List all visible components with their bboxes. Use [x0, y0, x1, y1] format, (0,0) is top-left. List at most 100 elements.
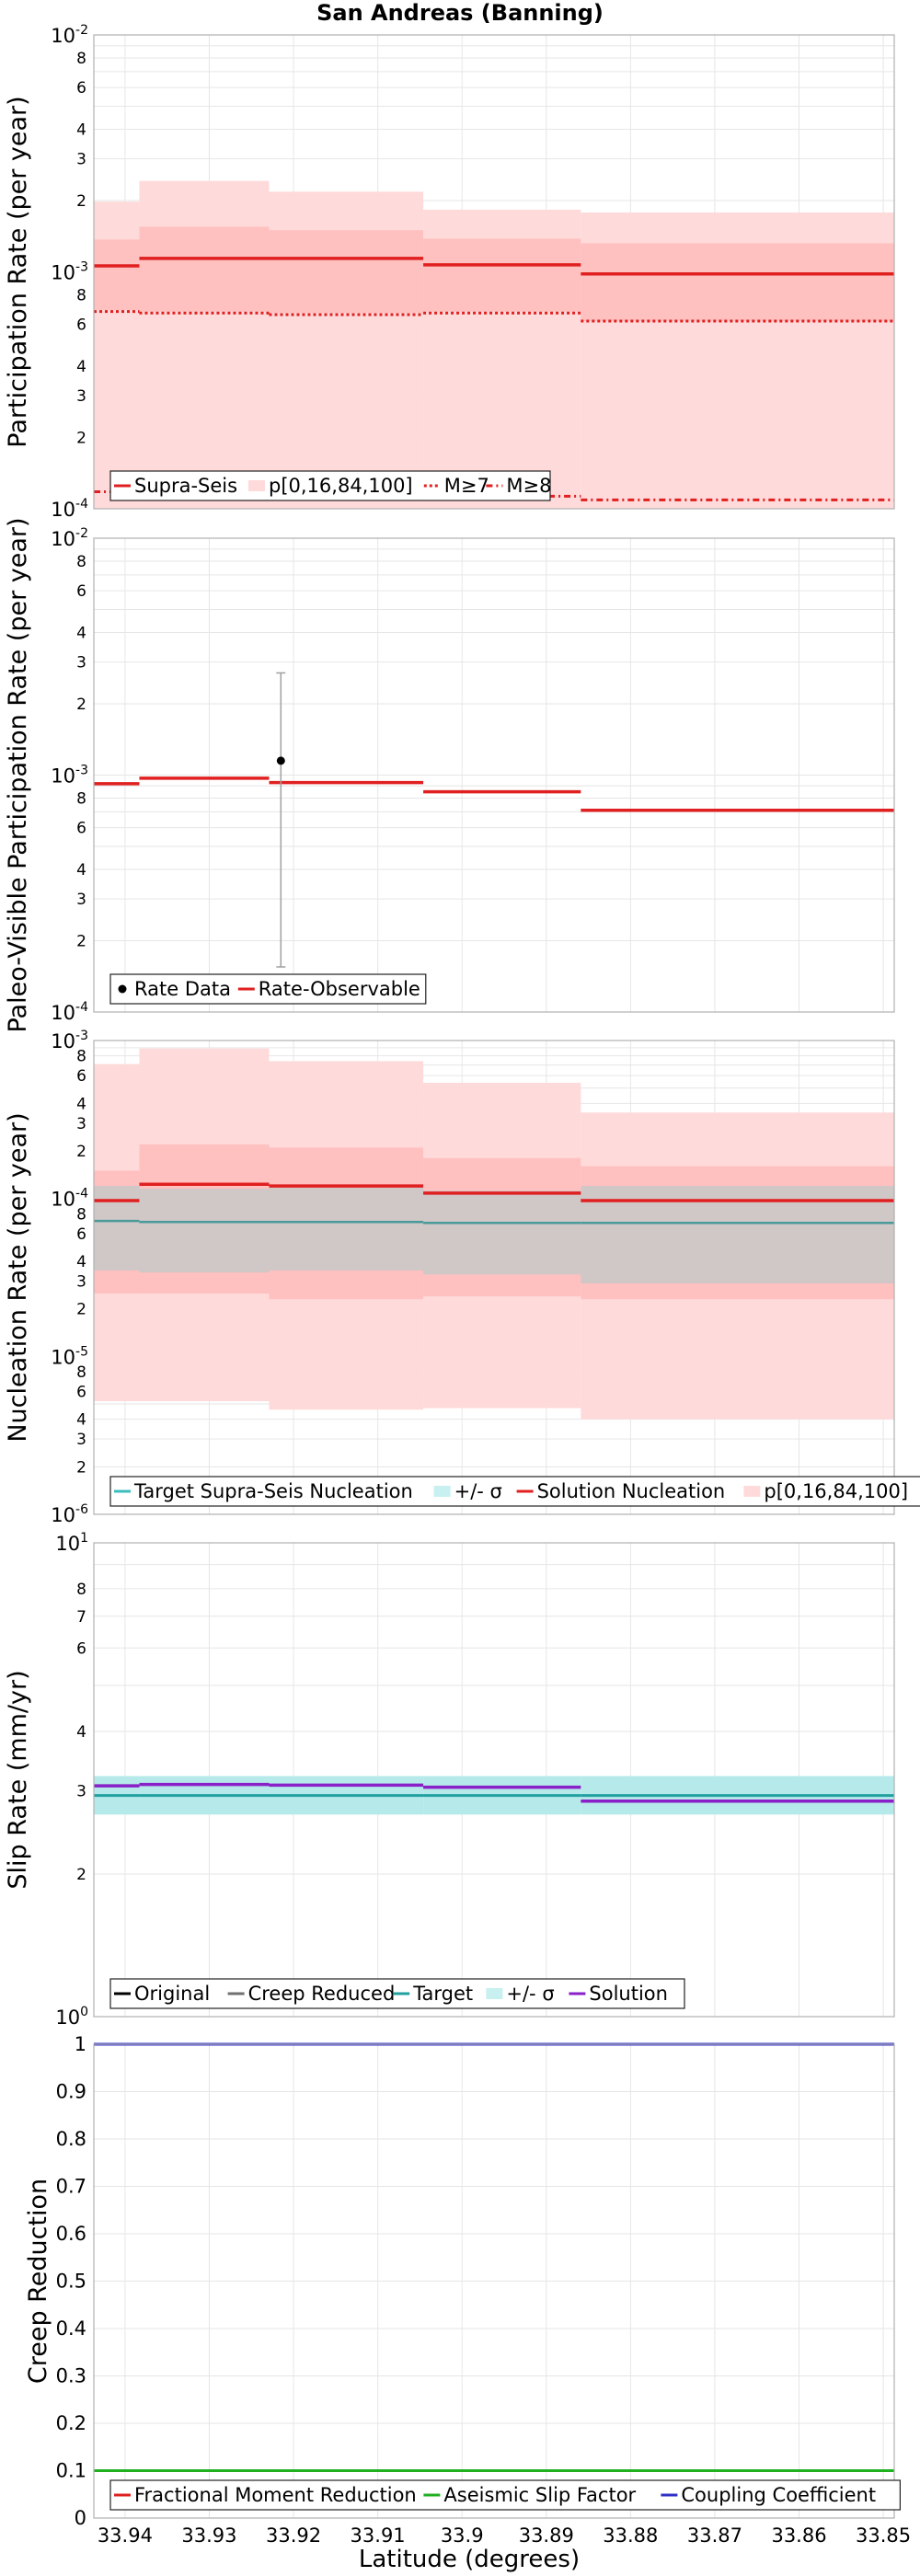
y-minor-tick-label: 7	[76, 1608, 86, 1627]
y-axis-label: Nucleation Rate (per year)	[4, 1112, 32, 1442]
y-tick-label: 0.2	[56, 2412, 86, 2434]
legend-box	[109, 470, 551, 501]
y-minor-tick-label: 3	[76, 654, 86, 673]
y-axis-label: Creep Reduction	[24, 2179, 52, 2384]
y-minor-tick-label: 8	[76, 286, 86, 305]
legend-swatch	[743, 1486, 761, 1497]
legend-label: Rate Data	[134, 978, 231, 1000]
y-minor-tick-label: 6	[76, 820, 86, 838]
x-tick-label: 33.87	[687, 2524, 742, 2547]
x-axis-label: Latitude (degrees)	[359, 2546, 580, 2573]
y-tick-label: 0.4	[56, 2317, 86, 2340]
legend-label: Supra-Seis	[134, 475, 237, 497]
panel-nucleation: 10-310-410-510-6234682346823468Nucleatio…	[4, 1029, 920, 1526]
y-minor-tick-label: 4	[76, 1411, 86, 1430]
y-minor-tick-label: 3	[76, 387, 86, 406]
y-minor-tick-label: 4	[76, 1723, 86, 1742]
y-tick-label: 0.3	[56, 2365, 86, 2387]
y-minor-tick-label: 6	[76, 1067, 86, 1086]
legend-box	[109, 2479, 902, 2511]
x-tick-label: 33.88	[603, 2524, 658, 2547]
x-tick-label: 33.93	[181, 2524, 236, 2547]
y-tick-label: 10-6	[51, 1502, 88, 1526]
y-minor-tick-label: 2	[76, 1866, 86, 1884]
x-tick-label: 33.86	[771, 2524, 826, 2547]
panel-slip: 101 100 2 3 4 6 7 8 Slip Rate (mm/yr) Original Cre…	[4, 1531, 895, 2029]
y-minor-tick-label: 2	[76, 1143, 86, 1161]
y-minor-tick-label: 4	[76, 1253, 86, 1271]
y-axis-label: Paleo-Visible Participation Rate (per ye…	[4, 517, 32, 1032]
y-tick-label: 10-3	[51, 764, 88, 788]
x-tick-label: 33.92	[266, 2524, 321, 2547]
y-minor-tick-label: 8	[76, 1048, 86, 1066]
band-target-sigma	[94, 1186, 140, 1271]
y-tick-label: 0.9	[56, 2081, 86, 2103]
y-tick-label: 0	[75, 2507, 86, 2529]
legend-label: Fractional Moment Reduction	[134, 2484, 417, 2506]
y-minor-tick-label: 4	[76, 358, 86, 376]
band-p16-84	[94, 239, 140, 310]
plot-frame	[93, 1542, 895, 2018]
y-tick-label: 10-2	[51, 23, 88, 47]
y-tick-label: 10-5	[51, 1344, 88, 1368]
y-minor-tick-label: 6	[76, 582, 86, 601]
band-p16-84	[269, 230, 424, 314]
y-axis-label: Participation Rate (per year)	[4, 96, 32, 447]
x-tick-label: 33.91	[351, 2524, 406, 2547]
plot-frame	[93, 537, 895, 1013]
y-minor-tick-label: 2	[76, 696, 86, 714]
legend: Fractional Moment Reduction Aseismic Slip…	[109, 2479, 902, 2511]
legend-label: Solution Nucleation	[537, 1480, 726, 1502]
legend-label: p[0,16,84,100]	[764, 1480, 908, 1502]
legend: Original Creep Reduced Target +/- σ Solution	[109, 1978, 685, 2009]
band-p16-84	[581, 243, 894, 321]
legend-label: M≥7	[444, 475, 489, 497]
y-minor-tick-label: 2	[76, 429, 86, 447]
legend-label: Original	[134, 1983, 210, 2005]
x-tick-label: 33.85	[856, 2524, 911, 2547]
legend: Rate Data Rate-Observable	[109, 973, 427, 1005]
figure-title: San Andreas (Banning)	[316, 0, 604, 26]
y-minor-tick-label: 3	[76, 1115, 86, 1133]
y-minor-tick-label: 6	[76, 316, 86, 335]
y-tick-label: 1	[75, 2033, 86, 2055]
plot-frame	[93, 2043, 895, 2519]
y-minor-tick-label: 8	[76, 50, 86, 68]
y-tick-label: 0.1	[56, 2460, 86, 2482]
y-minor-tick-label: 6	[76, 79, 86, 98]
y-minor-tick-label: 4	[76, 1095, 86, 1113]
y-minor-tick-label: 3	[76, 1782, 86, 1800]
legend-label: Rate-Observable	[259, 978, 420, 1000]
y-tick-label: 10-2	[51, 526, 88, 550]
y-tick-label: 0.6	[56, 2223, 86, 2245]
y-minor-tick-label: 3	[76, 151, 86, 169]
y-minor-tick-label: 8	[76, 1205, 86, 1224]
y-minor-tick-label: 2	[76, 932, 86, 950]
y-minor-tick-label: 4	[76, 121, 86, 139]
band-target-sigma	[581, 1186, 894, 1283]
y-minor-tick-label: 8	[76, 1581, 86, 1599]
y-minor-tick-label: 3	[76, 1431, 86, 1449]
legend-swatch	[433, 1486, 451, 1497]
legend-label: Coupling Coefficient	[681, 2484, 876, 2506]
y-minor-tick-label: 8	[76, 1363, 86, 1382]
band-p16-84	[423, 238, 581, 312]
plot-frame	[93, 34, 895, 510]
legend-box	[109, 1476, 920, 1507]
y-tick-label: 0.7	[56, 2176, 86, 2198]
x-axis: 33.94 33.93 33.92 33.91 33.9 33.89 33.88 33.87 3…	[98, 2524, 911, 2547]
y-tick-label: 10-3	[51, 260, 88, 284]
y-tick-label: 10-4	[51, 497, 88, 521]
data-point	[276, 756, 285, 765]
y-tick-label: 101	[55, 1531, 88, 1555]
band-p16-84	[139, 226, 270, 312]
y-minor-tick-label: 2	[76, 1301, 86, 1319]
x-tick-label: 33.9	[441, 2524, 484, 2547]
legend-label: p[0,16,84,100]	[269, 475, 413, 497]
legend: Target Supra-Seis Nucleation +/- σ Solutio…	[109, 1476, 920, 1507]
legend-label: +/- σ	[454, 1480, 502, 1502]
legend-swatch	[248, 480, 265, 491]
panel-creep: 0 0.1 0.2 0.3 0.4 0.5 0.6 0.7 0.8 0.9 1 Creep Reduc…	[24, 2033, 902, 2529]
